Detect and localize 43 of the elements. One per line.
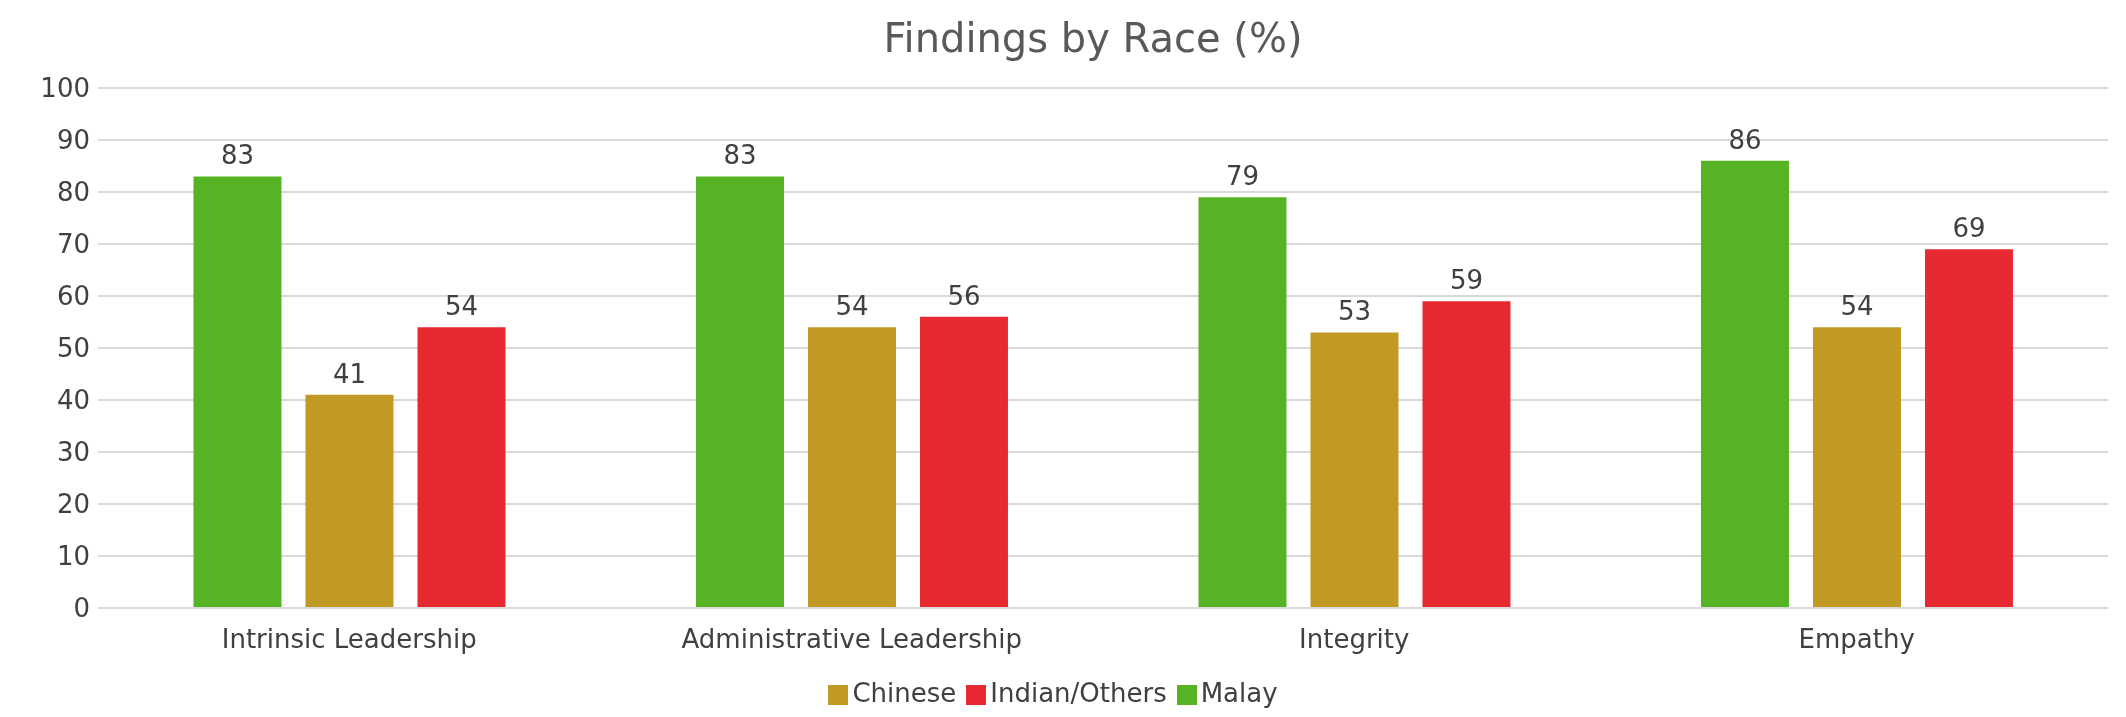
y-tick-label: 60 <box>56 281 90 312</box>
data-label: 86 <box>1728 124 1762 155</box>
data-label: 83 <box>220 140 255 171</box>
bar <box>807 327 896 608</box>
y-tick-label: 20 <box>56 489 90 520</box>
bar <box>1422 301 1511 608</box>
data-label: 59 <box>1449 265 1484 296</box>
y-tick-label: 0 <box>73 593 90 624</box>
x-tick-label: Empathy <box>1798 624 1915 655</box>
y-tick-label: 10 <box>56 541 90 572</box>
data-label: 83 <box>723 140 757 171</box>
data-label: 56 <box>947 280 981 311</box>
legend-label: Chinese <box>852 678 957 708</box>
bar <box>1812 327 1901 608</box>
data-label: 79 <box>1225 161 1260 192</box>
data-label: 69 <box>1952 213 1986 244</box>
bar <box>305 394 394 608</box>
chart-title: Findings by Race (%) <box>882 14 1304 63</box>
y-tick-label: 100 <box>40 73 90 104</box>
data-label: 54 <box>444 291 479 322</box>
data-label: 41 <box>332 358 367 389</box>
bar <box>193 176 282 608</box>
y-tick-label: 50 <box>56 333 90 364</box>
x-tick-label: Administrative Leadership <box>681 624 1022 655</box>
bar <box>1310 332 1399 608</box>
bar <box>1924 249 2013 608</box>
y-tick-label: 30 <box>56 437 90 468</box>
y-tick-label: 90 <box>56 125 90 156</box>
legend-label: Indian/Others <box>990 678 1167 708</box>
x-tick-label: Integrity <box>1299 624 1410 655</box>
bar <box>417 327 506 608</box>
bar <box>1198 197 1287 608</box>
bar <box>919 316 1008 608</box>
y-tick-label: 70 <box>56 229 90 260</box>
data-label: 54 <box>1840 291 1874 322</box>
bar <box>695 176 784 608</box>
y-tick-label: 40 <box>56 385 90 416</box>
bar <box>1700 160 1789 608</box>
data-label: 54 <box>835 291 869 322</box>
x-tick-label: Intrinsic Leadership <box>221 624 477 655</box>
data-label: 53 <box>1337 296 1372 327</box>
y-tick-label: 80 <box>56 177 90 208</box>
legend-label: Malay <box>1200 678 1278 708</box>
